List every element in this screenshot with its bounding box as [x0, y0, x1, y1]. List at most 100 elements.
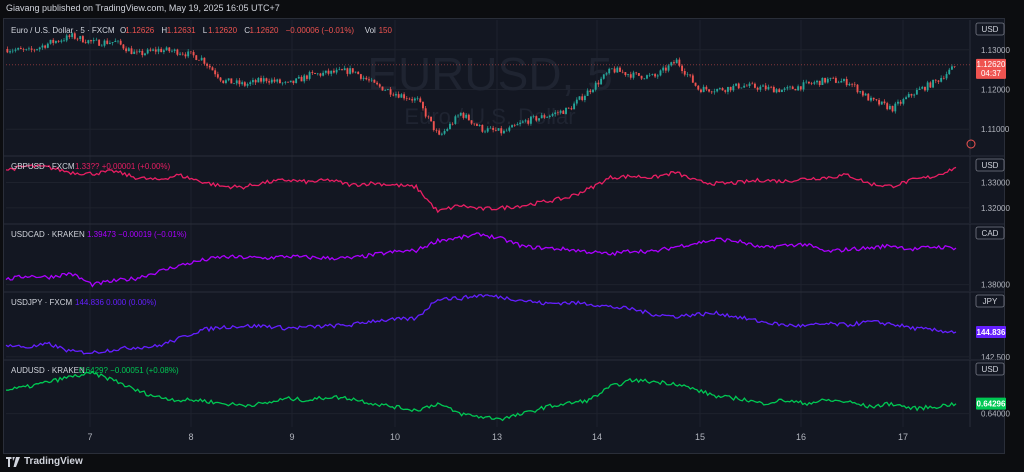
- ohlc-part: 1.12631: [167, 26, 196, 35]
- candle-body: [578, 96, 581, 100]
- candle-body: [789, 86, 791, 88]
- alert-icon[interactable]: [966, 139, 976, 149]
- currency-badge-4[interactable]: [975, 362, 1005, 376]
- candle-body: [745, 85, 748, 87]
- candle-body: [222, 80, 225, 83]
- candle-body: [637, 73, 640, 76]
- candle-body: [799, 86, 802, 90]
- candle-body: [60, 40, 63, 42]
- candle-body: [945, 74, 948, 79]
- pane-value-4: 0.6429? −0.00051 (+0.08%): [79, 366, 179, 375]
- candle-body: [899, 101, 902, 104]
- candle-body: [362, 77, 365, 79]
- candle-body: [354, 71, 357, 73]
- candle-body: [249, 82, 252, 85]
- y-tick-label: 1.32000: [981, 204, 1010, 213]
- last-price-badge-3: [976, 326, 1006, 339]
- candle-body: [700, 89, 702, 93]
- candle-body: [365, 77, 368, 80]
- candle-body: [713, 91, 716, 93]
- candle-body: [743, 85, 746, 88]
- tradingview-brand: TradingView: [24, 456, 83, 467]
- candle-body: [95, 39, 98, 41]
- candle-body: [613, 68, 616, 73]
- candle-body: [79, 36, 82, 40]
- currency-badge-3[interactable]: [975, 294, 1005, 308]
- candle-body: [419, 98, 422, 102]
- candle-body: [84, 42, 87, 44]
- candle-body: [619, 67, 621, 72]
- pane-value-1: 1.33?? +0.00001 (+0.00%): [75, 162, 171, 171]
- ohlc-part: 1.12620: [208, 26, 237, 35]
- candle-body: [171, 50, 173, 52]
- ohlc-part: 1.12620: [250, 26, 279, 35]
- candle-body: [610, 68, 613, 70]
- candle-body: [392, 94, 395, 96]
- candle-body: [500, 128, 503, 134]
- candle-body: [424, 108, 427, 117]
- candle-body: [718, 88, 721, 89]
- candle-body: [467, 114, 470, 121]
- countdown-label: 04:37: [981, 69, 1002, 78]
- candle-body: [152, 49, 155, 51]
- candle-body: [864, 93, 867, 96]
- candle-body: [492, 127, 495, 130]
- candle-body: [751, 83, 754, 85]
- x-tick-label: 13: [492, 432, 502, 442]
- candle-body: [497, 128, 500, 131]
- candle-body: [840, 81, 843, 83]
- candle-body: [527, 120, 530, 124]
- candle-body: [335, 69, 338, 73]
- currency-badge-2[interactable]: [975, 226, 1005, 240]
- candle-body: [278, 79, 281, 84]
- candle-body: [565, 107, 567, 114]
- candle-body: [389, 89, 392, 95]
- candle-body: [802, 82, 805, 90]
- candle-body: [573, 103, 576, 110]
- candle-body: [570, 108, 573, 110]
- candle-body: [602, 74, 605, 79]
- candle-body: [937, 80, 940, 82]
- candle-body: [794, 89, 797, 91]
- candle-body: [203, 57, 206, 64]
- candle-body: [427, 116, 430, 118]
- candle-body: [260, 78, 262, 82]
- candle-body: [435, 130, 438, 131]
- candle-body: [65, 35, 68, 41]
- candle-body: [430, 116, 433, 122]
- tradingview-logo-icon: [6, 457, 20, 467]
- currency-label-1: USD: [982, 161, 999, 170]
- candle-body: [376, 82, 379, 85]
- ohlc-part: L: [203, 26, 208, 35]
- candle-body: [732, 85, 735, 91]
- candle-body: [252, 80, 254, 83]
- y-tick-label: 142.500: [981, 353, 1010, 362]
- pane-title-3: USDJPY · FXCM: [11, 298, 73, 307]
- x-tick-label: 16: [796, 432, 806, 442]
- candle-body: [538, 118, 540, 121]
- candle-body: [735, 83, 737, 86]
- candle-body: [76, 38, 79, 40]
- currency-badge-1[interactable]: [975, 158, 1005, 172]
- candle-body: [851, 83, 854, 85]
- candle-body: [913, 94, 916, 96]
- candle-body: [651, 74, 654, 75]
- footer-bar: [0, 454, 1024, 472]
- last-price-label: 1.12620: [977, 60, 1006, 69]
- candle-body: [422, 101, 424, 109]
- candle-body: [176, 49, 179, 55]
- candle-body: [235, 80, 238, 84]
- candle-body: [878, 100, 881, 105]
- currency-label-4: USD: [982, 365, 999, 374]
- candle-body: [225, 80, 227, 83]
- candle-body: [608, 68, 611, 74]
- candle-body: [273, 79, 276, 82]
- currency-badge-0[interactable]: [975, 22, 1005, 36]
- candle-body: [122, 44, 125, 49]
- candle-body: [673, 62, 675, 64]
- candle-body: [25, 48, 28, 50]
- candle-body: [254, 80, 257, 83]
- candle-body: [192, 52, 195, 56]
- pane-title-4: AUDUSD · KRAKEN: [11, 366, 85, 375]
